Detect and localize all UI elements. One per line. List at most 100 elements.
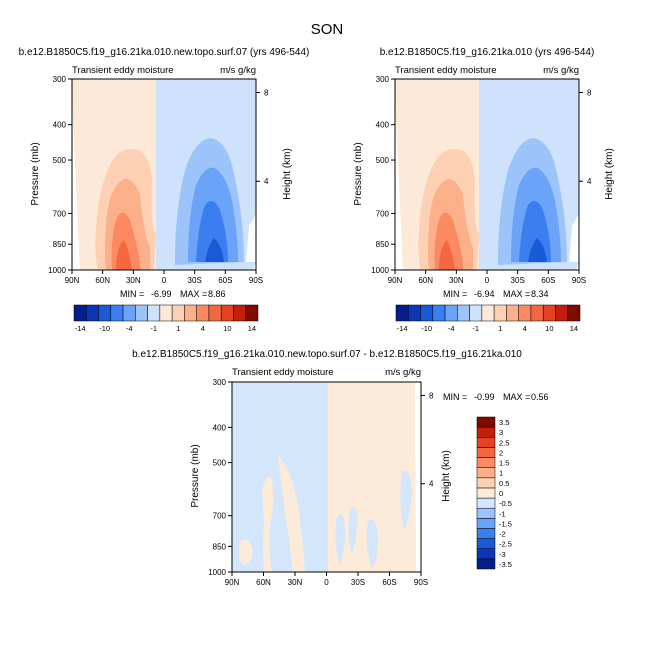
panel-difference-variable-label: Transient eddy moisture xyxy=(232,367,334,378)
panel-right-colorbar-swatch xyxy=(408,304,421,322)
panel-difference-colorbar-swatch xyxy=(476,558,496,570)
panel-difference-ytick-label: 850 xyxy=(213,542,227,551)
panel-right-ytick-label: 850 xyxy=(376,240,390,249)
panel-right-xtick-label: 60N xyxy=(418,276,433,285)
panel-difference-colorbar-label: -1.5 xyxy=(499,519,512,528)
panel-right-height-tick-label: 4 xyxy=(587,177,592,186)
panel-right-colorbar-swatch xyxy=(481,304,495,322)
panel-difference-xtick-label: 90S xyxy=(414,578,428,587)
panel-difference-positive-patch-1 xyxy=(262,476,274,572)
panel-left-plot xyxy=(71,78,257,271)
panel-difference-colorbar-label: 0.5 xyxy=(499,479,509,488)
panel-difference-colorbar-label: 3 xyxy=(499,428,503,437)
panel-left-variable-label: Transient eddy moisture xyxy=(72,65,174,76)
panel-difference-colorbar-swatch xyxy=(476,487,496,499)
panel-right-colorbar-swatch xyxy=(530,304,544,322)
panel-difference-xtick-label: 0 xyxy=(324,578,329,587)
panel-left-colorbar-label: 10 xyxy=(223,324,231,333)
panel-difference-height-tick-label: 4 xyxy=(429,480,434,489)
panel-right-colorbar-label: 14 xyxy=(570,324,578,333)
panel-left-colorbar-swatch xyxy=(135,304,148,322)
panel-left-xtick-label: 90S xyxy=(249,276,263,285)
panel-difference-negative-patch-1 xyxy=(335,513,346,565)
panel-left-colorbar-label: 14 xyxy=(248,324,256,333)
panel-right-min-label: MIN = xyxy=(443,289,467,299)
panel-right-colorbar-label: -4 xyxy=(448,324,455,333)
panel-difference-colorbar-swatch xyxy=(476,548,496,560)
panel-left-height-tick-label: 4 xyxy=(264,177,269,186)
panel-right-colorbar-swatch xyxy=(518,304,532,322)
panel-difference-colorbar-swatch xyxy=(476,457,496,468)
panel-right-xtick-label: 30N xyxy=(449,276,464,285)
panel-right-colorbar-swatch xyxy=(432,304,446,322)
panel-difference-colorbar: -3.5-3-2.5-2 -1.5-1-0.500.511.5 22.533.5 xyxy=(476,416,512,570)
panel-right-contour-pos-4 xyxy=(439,240,455,270)
panel-left-xtick-label: 60S xyxy=(218,276,232,285)
panel-right-min-value: -6.94 xyxy=(474,289,495,299)
panel-left-xtick-label: 60N xyxy=(95,276,110,285)
panel-left-colorbar-swatch xyxy=(196,304,210,322)
panel-left-height-tick-label: 8 xyxy=(264,88,269,97)
panel-difference-colorbar-swatch xyxy=(476,538,496,549)
panel-right-colorbar-swatch xyxy=(420,304,434,322)
panel-left-units-label: m/s g/kg xyxy=(220,65,256,76)
panel-difference-colorbar-label: -2.5 xyxy=(499,540,512,549)
panel-left-colorbar-label: -1 xyxy=(150,324,157,333)
panel-right-colorbar-swatch xyxy=(457,304,470,322)
panel-difference-ytick-label: 500 xyxy=(213,459,227,468)
panel-difference-colorbar-swatch xyxy=(476,518,496,529)
panel-difference-min-label: MIN = xyxy=(443,392,467,402)
panel-left-colorbar-swatch xyxy=(233,304,246,322)
panel-left-max-label: MAX = xyxy=(180,289,207,299)
panel-difference-positive-patch-3 xyxy=(238,539,253,565)
panel-right-contour-neg-4 xyxy=(528,238,547,262)
panel-right: b.e12.B1850C5.f19_g16.21ka.010 (yrs 496-… xyxy=(353,47,615,333)
panel-right-colorbar-swatch xyxy=(395,304,409,322)
panel-left-xtick-label: 30N xyxy=(126,276,141,285)
panel-left-ytick-label: 400 xyxy=(53,121,67,130)
panel-right-colorbar-swatch xyxy=(469,304,483,322)
panel-left-xtick-label: 90N xyxy=(65,276,80,285)
panel-difference-negative-patch-4 xyxy=(400,470,412,530)
panel-left-colorbar-label: -14 xyxy=(75,324,86,333)
panel-difference-colorbar-label: 2.5 xyxy=(499,438,509,447)
panel-left-colorbar-swatch xyxy=(86,304,99,322)
panel-difference-colorbar-swatch xyxy=(476,447,496,458)
panel-difference-colorbar-label: 3.5 xyxy=(499,418,509,427)
panel-difference-colorbar-label: 0 xyxy=(499,489,503,498)
panel-difference-ytick-label: 300 xyxy=(213,378,227,387)
panel-left-xtick-label: 0 xyxy=(162,276,167,285)
panel-difference-colorbar-label: 1 xyxy=(499,469,503,478)
panel-difference-colorbar-swatch xyxy=(476,507,496,519)
panel-left-title: b.e12.B1850C5.f19_g16.21ka.010.new.topo.… xyxy=(19,47,310,58)
panel-difference-xtick-label: 30N xyxy=(288,578,303,587)
panel-difference-colorbar-swatch xyxy=(476,416,496,428)
panel-left-colorbar-swatch xyxy=(122,304,136,322)
panel-left-ytick-label: 1000 xyxy=(48,266,66,275)
panel-left-ytick-label: 300 xyxy=(53,75,67,84)
panel-left-colorbar: -14 -10 -4 -1 1 4 10 14 xyxy=(73,304,259,333)
panel-difference-negative-region xyxy=(232,382,328,572)
panel-difference-title: b.e12.B1850C5.f19_g16.21ka.010.new.topo.… xyxy=(132,349,522,360)
panel-right-colorbar-swatch xyxy=(444,304,458,322)
panel-right-colorbar-label: -14 xyxy=(397,324,408,333)
panel-right-max-value: 8.34 xyxy=(531,289,549,299)
panel-left-colorbar-label: 4 xyxy=(201,324,205,333)
panel-right-title: b.e12.B1850C5.f19_g16.21ka.010 (yrs 496-… xyxy=(380,47,595,58)
panel-right-colorbar-label: -10 xyxy=(421,324,432,333)
panel-right-colorbar-label: -1 xyxy=(472,324,479,333)
panel-difference-height-tick-label: 8 xyxy=(429,391,434,400)
panel-left-colorbar-label: -10 xyxy=(99,324,110,333)
panel-right-units-label: m/s g/kg xyxy=(543,65,579,76)
panel-left-contour-pos-4 xyxy=(116,240,132,270)
panel-right-variable-label: Transient eddy moisture xyxy=(395,65,497,76)
panel-difference-colorbar-label: -0.5 xyxy=(499,499,512,508)
panel-right-colorbar-swatch xyxy=(493,304,507,322)
panel-difference-colorbar-label: -3.5 xyxy=(499,560,512,569)
panel-right-xtick-label: 90N xyxy=(388,276,403,285)
panel-right-ylabel-right: Height (km) xyxy=(604,148,615,200)
panel-right-colorbar-label: 10 xyxy=(545,324,553,333)
panel-right-colorbar-label: 1 xyxy=(498,324,502,333)
panel-left-colorbar-swatch xyxy=(171,304,185,322)
panel-left-min-value: -6.99 xyxy=(151,289,172,299)
